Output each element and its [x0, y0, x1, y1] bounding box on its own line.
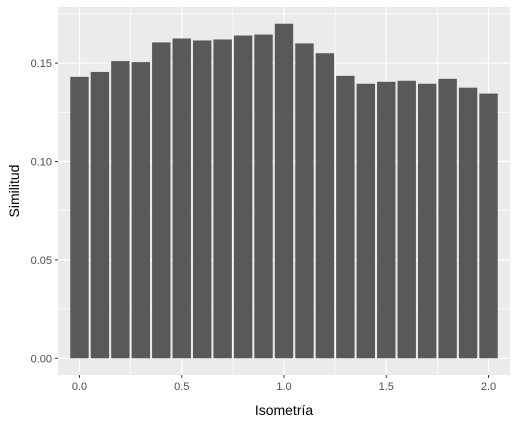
x-axis-ticks: 0.0 0.5 1.0 1.5 2.0 — [72, 375, 496, 393]
y-tick-label: 0.15 — [31, 58, 52, 70]
bar — [70, 76, 89, 359]
bar — [479, 93, 498, 359]
bar — [254, 34, 273, 359]
bar — [213, 39, 232, 359]
x-tick-label: 0.5 — [174, 381, 189, 393]
bar — [458, 87, 478, 359]
bar — [90, 71, 110, 359]
bar — [356, 83, 376, 359]
bar — [315, 53, 335, 359]
y-axis-title: Similitud — [6, 165, 22, 218]
bar — [111, 61, 130, 359]
x-tick-label: 0.0 — [72, 381, 87, 393]
bar — [397, 80, 416, 359]
x-axis-title: Isometría — [255, 402, 314, 418]
y-tick-label: 0.05 — [31, 255, 52, 267]
x-tick-label: 2.0 — [481, 381, 496, 393]
bars — [70, 23, 498, 359]
bar — [377, 81, 396, 359]
bar — [438, 78, 457, 359]
bar — [172, 38, 191, 359]
bar — [192, 40, 212, 359]
bar — [274, 23, 294, 359]
bar — [295, 43, 314, 359]
bar — [417, 83, 437, 359]
x-tick-label: 1.0 — [276, 381, 291, 393]
y-axis-ticks: 0.00 0.05 0.10 0.15 — [31, 58, 58, 365]
y-tick-label: 0.10 — [31, 156, 52, 168]
bar — [233, 35, 253, 359]
bar — [131, 62, 151, 359]
y-tick-label: 0.00 — [31, 353, 52, 365]
bar — [152, 42, 171, 359]
bar — [336, 75, 355, 359]
x-tick-label: 1.5 — [379, 381, 394, 393]
